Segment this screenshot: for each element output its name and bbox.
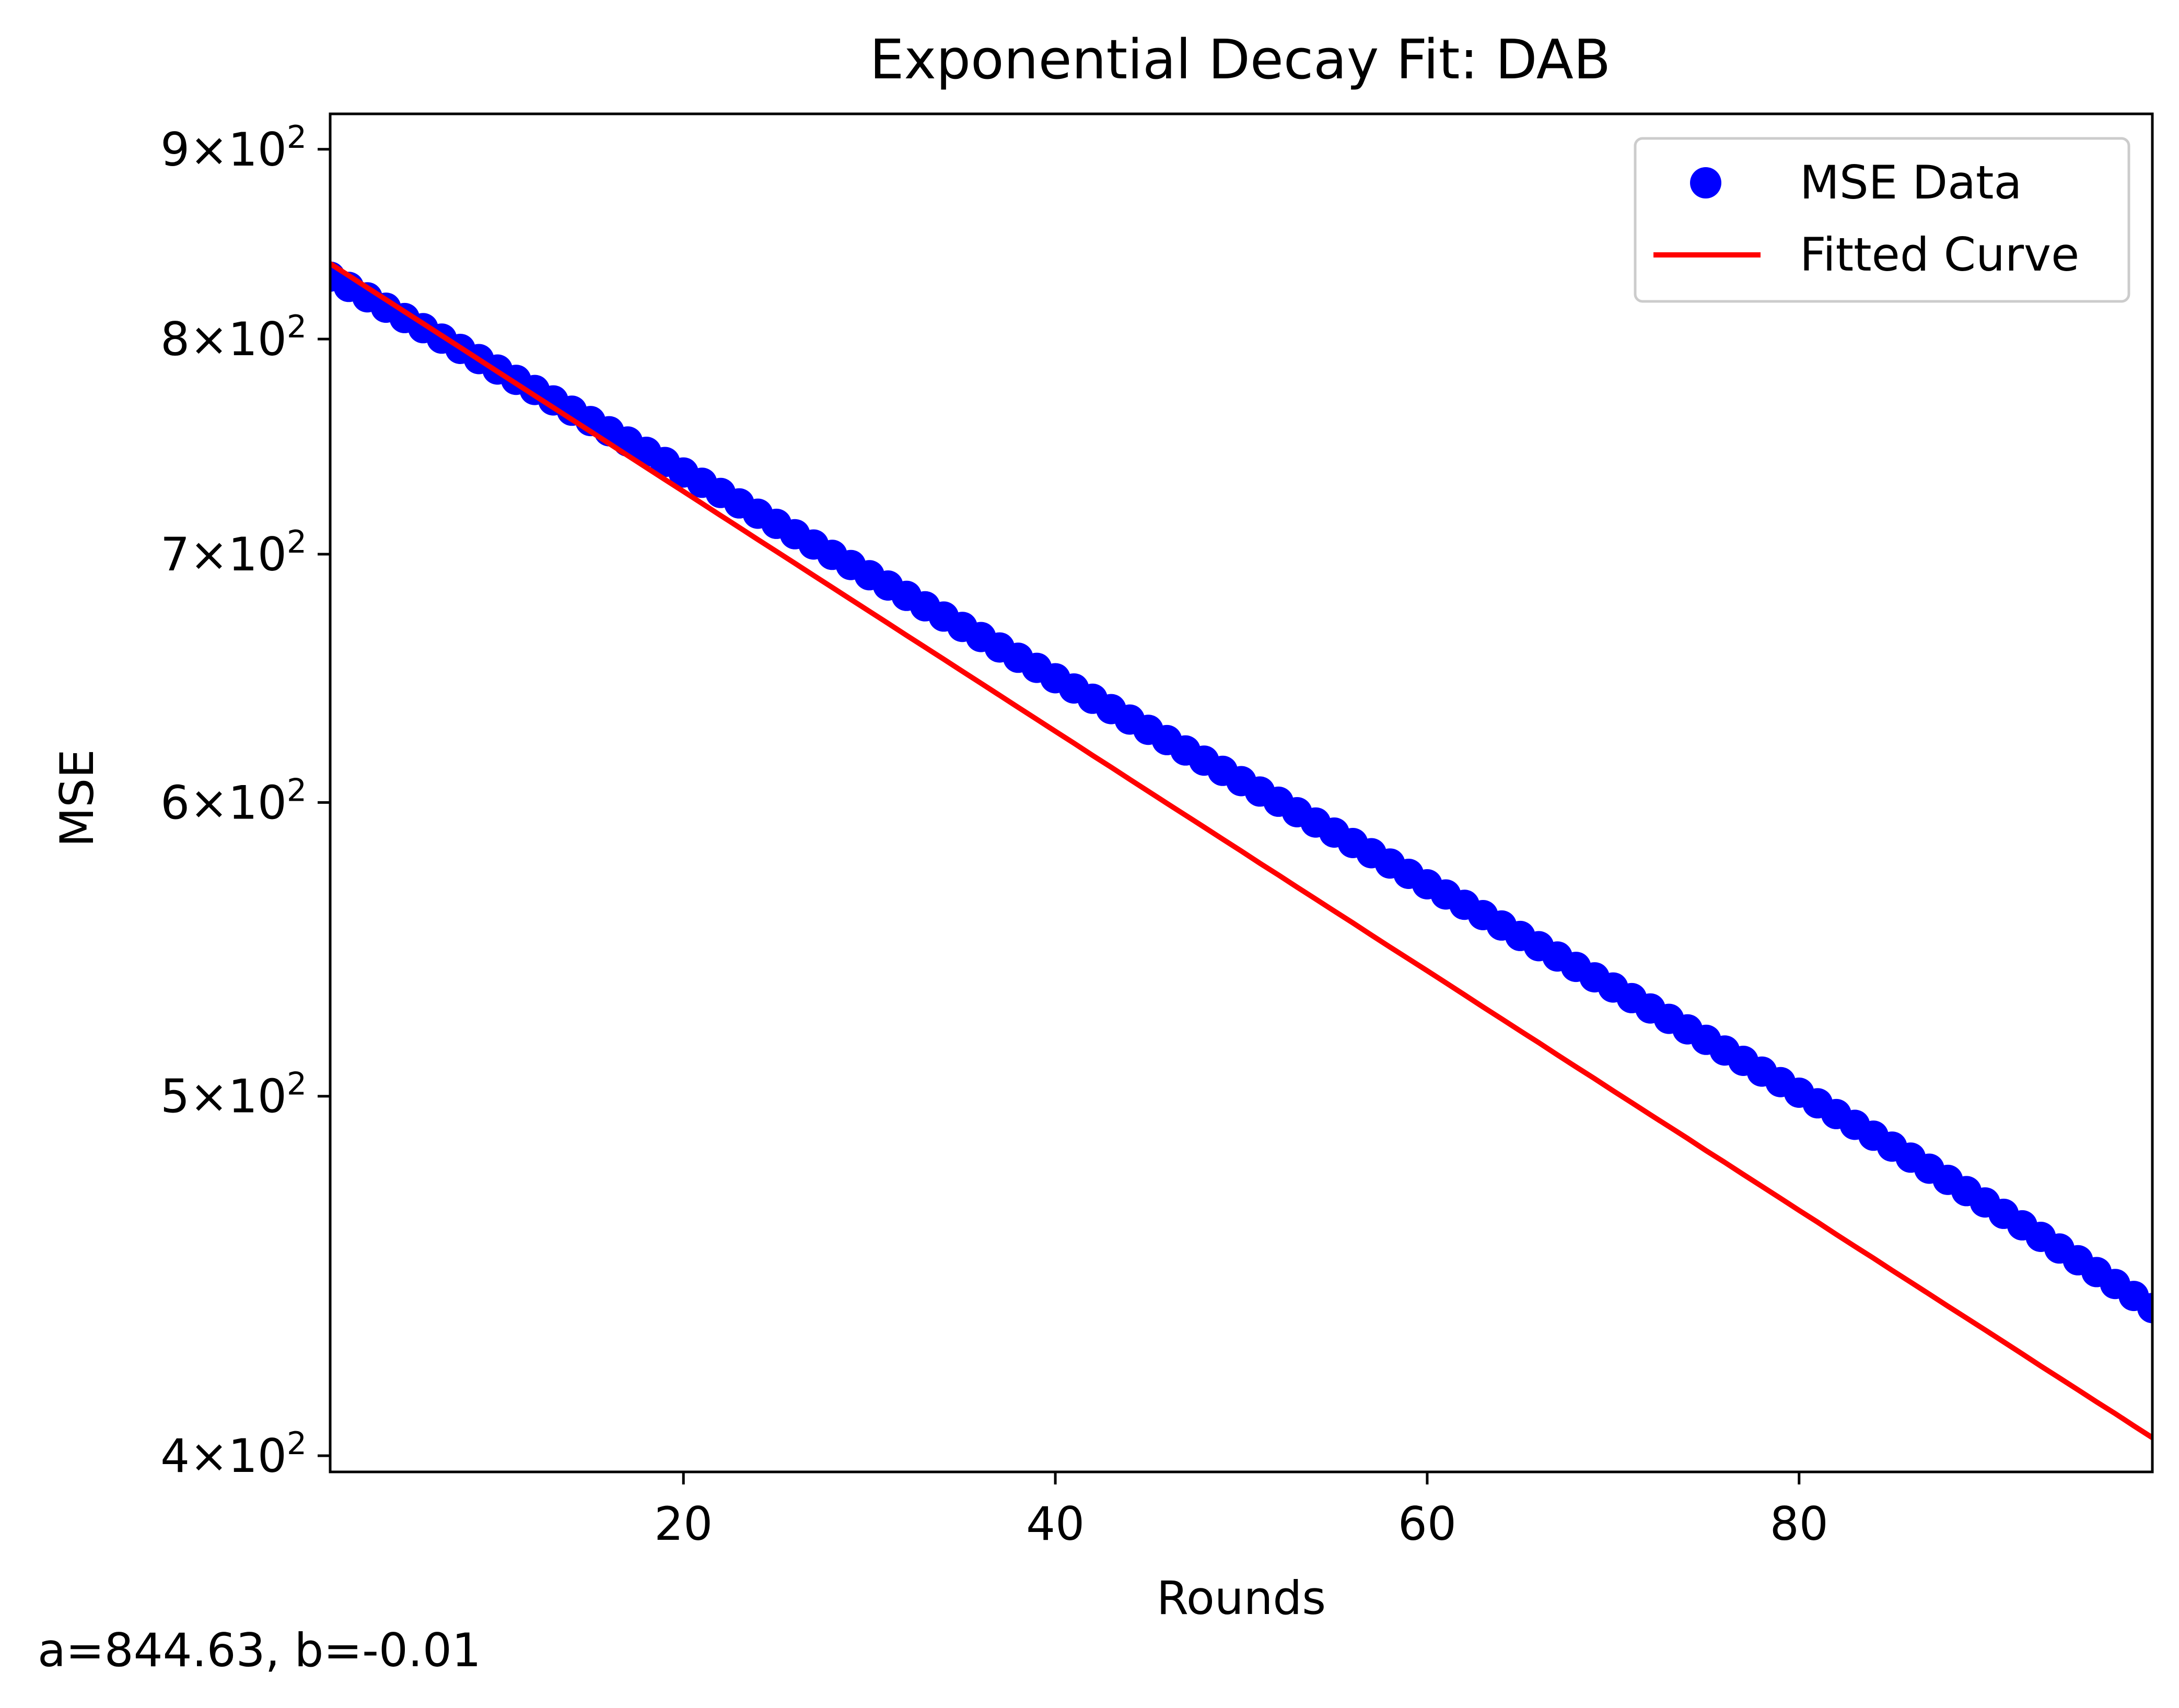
y-axis-label: MSE: [50, 749, 104, 847]
legend-label-mse-data: MSE Data: [1800, 156, 2022, 209]
plot-frame: [329, 112, 2154, 1473]
x-tick-label: 40: [1026, 1497, 1085, 1551]
legend-marker-mse-data: [1690, 167, 1721, 198]
y-tick-label: 6×102: [160, 772, 307, 829]
plot-marks: [330, 261, 2152, 1440]
chart-title: Exponential Decay Fit: DAB: [870, 28, 1611, 91]
y-tick-label: 8×102: [160, 309, 307, 366]
x-tick-label: 80: [1770, 1497, 1828, 1551]
x-tick-label: 20: [654, 1497, 713, 1551]
fitted-curve-line: [330, 261, 2152, 1440]
plot-area: [330, 261, 2152, 1440]
fit-parameters-annotation: a=844.63, b=-0.01: [38, 1623, 481, 1677]
x-axis-label: Rounds: [1157, 1571, 1326, 1625]
data-point: [2137, 1293, 2152, 1324]
x-axis: 20 40 60 80: [654, 1472, 1828, 1551]
y-axis: 4×102 5×102 6×102 7×102 8×102 9×102: [160, 119, 330, 1483]
y-tick-label: 4×102: [160, 1425, 307, 1483]
y-tick-label: 5×102: [160, 1066, 307, 1124]
y-tick-label: 7×102: [160, 524, 307, 581]
x-tick-label: 60: [1398, 1497, 1456, 1551]
legend-label-fitted-curve: Fitted Curve: [1800, 228, 2079, 282]
y-tick-label: 9×102: [160, 119, 307, 177]
legend: MSE Data Fitted Curve: [1634, 137, 2130, 303]
legend-box: [1634, 137, 2130, 303]
